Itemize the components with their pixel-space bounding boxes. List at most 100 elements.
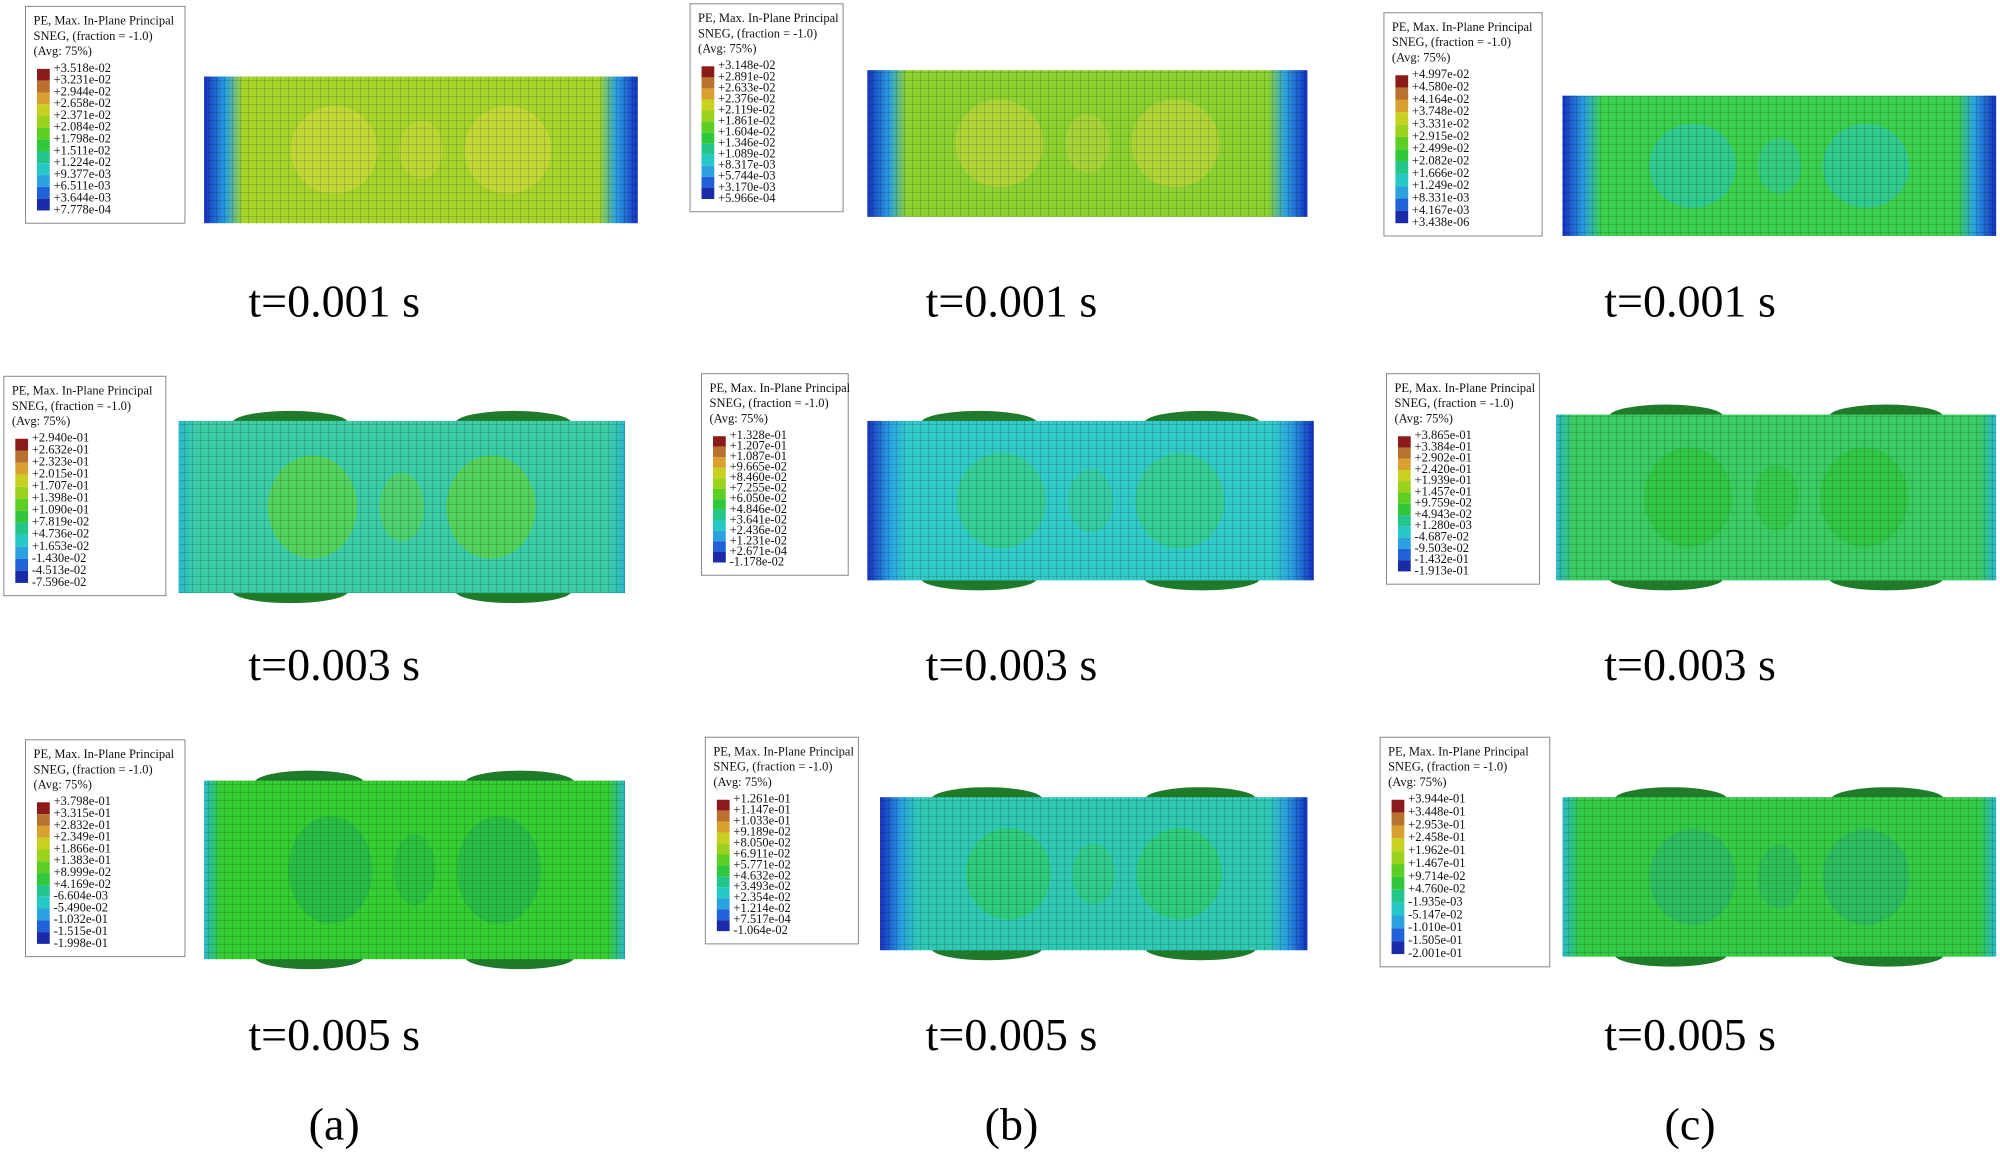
legend-swatch [1391,928,1405,942]
legend-value: -7.596e-02 [32,575,87,589]
legend-swatch [716,876,730,888]
legend-swatch [15,486,29,499]
legend-swatch [15,474,29,487]
time-label: t=0.005 s [926,1009,1098,1060]
legend-box [25,5,186,224]
legend-title: SNEG, (fraction = -1.0) [1392,35,1511,49]
legend-swatch [713,499,726,510]
column-label: (c) [1665,1098,1716,1149]
legend-value: +2.376e-02 [718,91,775,105]
time-label: t=0.003 s [926,639,1098,690]
legend-title: PE, Max. In-Plane Principal [713,744,854,758]
legend-swatch [36,932,50,944]
legend-title: (Avg: 75%) [1388,775,1446,789]
legend-box [701,373,849,576]
legend-swatch [1397,492,1411,504]
legend-swatch [1397,447,1411,459]
legend-value: +2.420e-01 [1415,462,1472,476]
legend-swatch [1395,136,1409,150]
legend-swatch [1397,503,1411,516]
legend-value: +8.317e-03 [718,158,775,172]
legend-swatch [1395,161,1409,174]
legend-value: +2.632e-01 [32,443,89,457]
legend-swatch [701,154,715,166]
legend-swatch [36,837,50,850]
mesh [880,797,1308,951]
legend-title: (Avg: 75%) [1394,412,1452,426]
legend-swatch [36,825,50,838]
legend-title: PE, Max. In-Plane Principal [34,747,175,761]
legend-value: +3.493e-02 [733,879,790,893]
legend-swatch [713,436,726,447]
legend-value: +1.249e-02 [1412,178,1469,192]
legend-swatch [36,873,50,885]
legend-title: SNEG, (fraction = -1.0) [34,29,153,43]
legend-swatch [1391,889,1405,903]
legend-swatch [15,522,29,535]
legend-swatch [36,68,50,81]
legend-box [689,3,844,213]
legend-swatch [1391,812,1405,826]
legend-value: -1.064e-02 [733,923,788,937]
legend-swatch [1397,470,1411,482]
legend-swatch [1395,75,1409,88]
legend-value: +9.665e-02 [730,460,787,474]
legend-box [1385,373,1541,585]
legend-swatch [1395,149,1409,162]
mesh [178,420,626,594]
legend-swatch [701,132,715,144]
legend-box [1379,736,1551,968]
legend-value: +1.346e-02 [718,136,775,150]
column-label: (a) [309,1098,360,1149]
legend-swatch [1391,876,1405,890]
legend-swatch [701,143,715,155]
legend-swatch [1397,436,1411,448]
legend-value: +1.798e-02 [54,132,111,146]
legend-box [25,739,186,958]
legend-swatch [701,66,715,78]
mesh [204,76,638,224]
legend-value: +1.089e-02 [718,147,775,161]
legend-value: +1.224e-02 [54,155,111,169]
legend-swatch [1395,124,1409,137]
legend-swatch [713,509,726,521]
legend-value: +3.518e-02 [54,61,111,75]
legend-value: +5.966e-04 [718,191,776,205]
legend-title: (Avg: 75%) [34,44,92,58]
legend-title: PE, Max. In-Plane Principal [698,11,839,25]
legend-value: +1.604e-02 [718,125,775,139]
legend-swatch [716,898,730,910]
legend-value: +3.448e-01 [1408,804,1465,818]
legend-value: -1.935e-03 [1408,895,1463,909]
legend-title: PE, Max. In-Plane Principal [1392,20,1533,34]
legend-value: -1.505e-01 [1408,933,1463,947]
legend-swatch [36,920,50,933]
time-label: t=0.005 s [248,1009,420,1060]
legend-value: +2.082e-02 [1412,153,1469,167]
legend-value: -1.515e-01 [54,924,108,938]
legend-swatch [1395,99,1409,113]
legend-value: +2.436e-02 [730,523,787,537]
legend-swatch [716,821,730,833]
legend-box [3,375,167,597]
legend-value: +3.170e-03 [718,180,775,194]
legend-swatch [716,810,730,822]
legend-value: +2.944e-02 [54,84,111,98]
legend-value: +1.457e-01 [1415,484,1472,498]
legend-swatch [15,534,29,547]
legend-value: +2.633e-02 [718,80,775,94]
legend-swatch [15,498,29,511]
legend-value: +2.832e-01 [54,818,111,832]
legend-value: -1.010e-01 [1408,920,1463,934]
legend-value: +1.087e-01 [730,449,787,463]
legend-value: +4.169e-02 [54,877,111,891]
legend-value: +4.632e-02 [733,868,790,882]
legend-value: +1.207e-01 [730,439,787,453]
legend-value: +4.760e-02 [1408,882,1465,896]
legend-value: +2.940e-01 [32,431,89,445]
legend-value: +3.641e-02 [730,512,787,526]
legend-title: (Avg: 75%) [713,775,771,789]
